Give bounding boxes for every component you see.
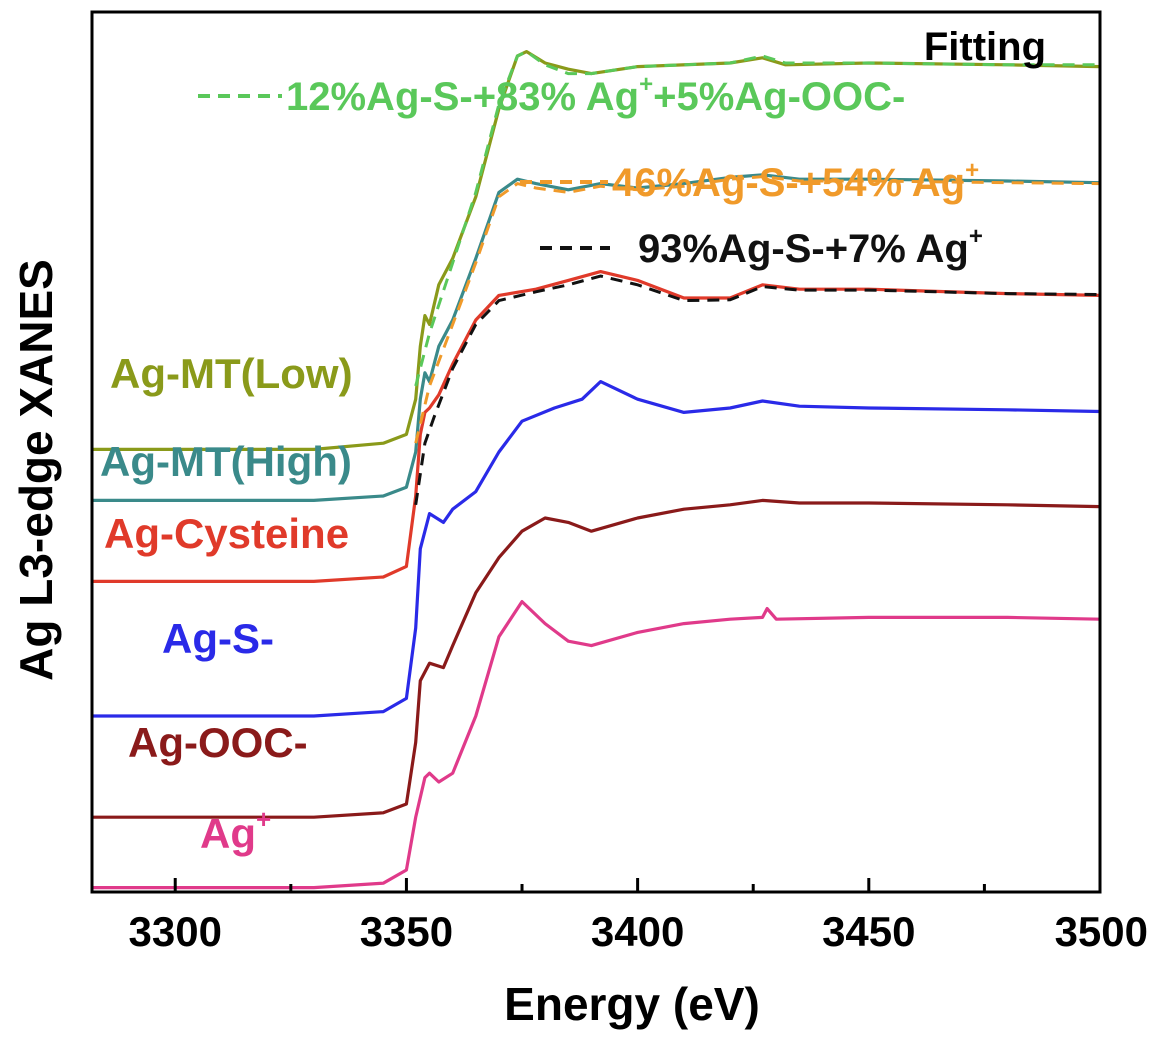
series-label-5: Ag-OOC- xyxy=(128,719,308,766)
series-label-6: Ag+ xyxy=(200,804,271,857)
series-label-4: Ag-S- xyxy=(162,615,274,662)
fit-line-1 xyxy=(414,49,1100,387)
legend-label-1: 12%Ag-S-+83% Ag++5%Ag-OOC- xyxy=(286,71,905,119)
legend-label-base: 46%Ag-S-+54% Ag xyxy=(612,161,965,205)
fit-line-2 xyxy=(414,175,1101,444)
series-line-ag-mt-low xyxy=(92,50,1101,451)
x-tick-label: 3300 xyxy=(129,908,222,955)
plot-frame xyxy=(90,10,1102,894)
legend-label-3: 93%Ag-S-+7% Ag+ xyxy=(638,223,983,271)
legend-label-2: 46%Ag-S-+54% Ag+ xyxy=(612,157,979,205)
series-label-text: Ag xyxy=(200,810,256,857)
series-label-text: Ag-Cysteine xyxy=(104,510,349,557)
x-tick-label: 3350 xyxy=(360,908,453,955)
x-axis-ticks: 3300 3350 3400 3450 3500 xyxy=(129,878,1148,955)
legend-title: Fitting xyxy=(924,25,1046,69)
series-label-1: Ag-MT(Low) xyxy=(110,350,353,397)
series-label-text: Ag-MT(Low) xyxy=(110,350,353,397)
legend-label-sup: + xyxy=(639,71,653,98)
series-label-text: Ag-MT(High) xyxy=(100,438,352,485)
fit-legend: 12%Ag-S-+83% Ag++5%Ag-OOC-46%Ag-S-+54% A… xyxy=(198,71,983,271)
legend-label-sup: + xyxy=(965,157,979,184)
series-label-2: Ag-MT(High) xyxy=(100,438,352,485)
legend-label-rest: +5%Ag-OOC- xyxy=(653,75,905,119)
x-axis-title: Energy (eV) xyxy=(504,978,760,1030)
plot-fits xyxy=(414,49,1101,506)
legend-label-base: 12%Ag-S-+83% Ag xyxy=(286,75,639,119)
series-label-sup: + xyxy=(256,804,271,834)
series-label-text: Ag-OOC- xyxy=(128,719,308,766)
series-line-ag-ooc xyxy=(92,498,1101,819)
series-labels: Ag-MT(Low) Ag-MT(High) Ag-Cysteine Ag-S- Ag-… xyxy=(100,350,353,857)
plot-border xyxy=(90,10,1102,894)
x-tick-label: 3450 xyxy=(822,908,915,955)
legend-label-sup: + xyxy=(969,223,983,250)
y-axis-title: Ag L3-edge XANES xyxy=(10,259,62,681)
legend-label-base: 93%Ag-S-+7% Ag xyxy=(638,227,969,271)
x-tick-label: 3500 xyxy=(1055,908,1148,955)
plot-series xyxy=(92,50,1101,890)
series-line-ag xyxy=(92,600,1101,890)
series-label-text: Ag-S- xyxy=(162,615,274,662)
series-label-3: Ag-Cysteine xyxy=(104,510,349,557)
series-line-ag-s xyxy=(92,380,1101,718)
fit-line-3 xyxy=(414,274,1101,506)
series-line-ag-mt-high xyxy=(92,173,1101,502)
x-tick-label: 3400 xyxy=(591,908,684,955)
